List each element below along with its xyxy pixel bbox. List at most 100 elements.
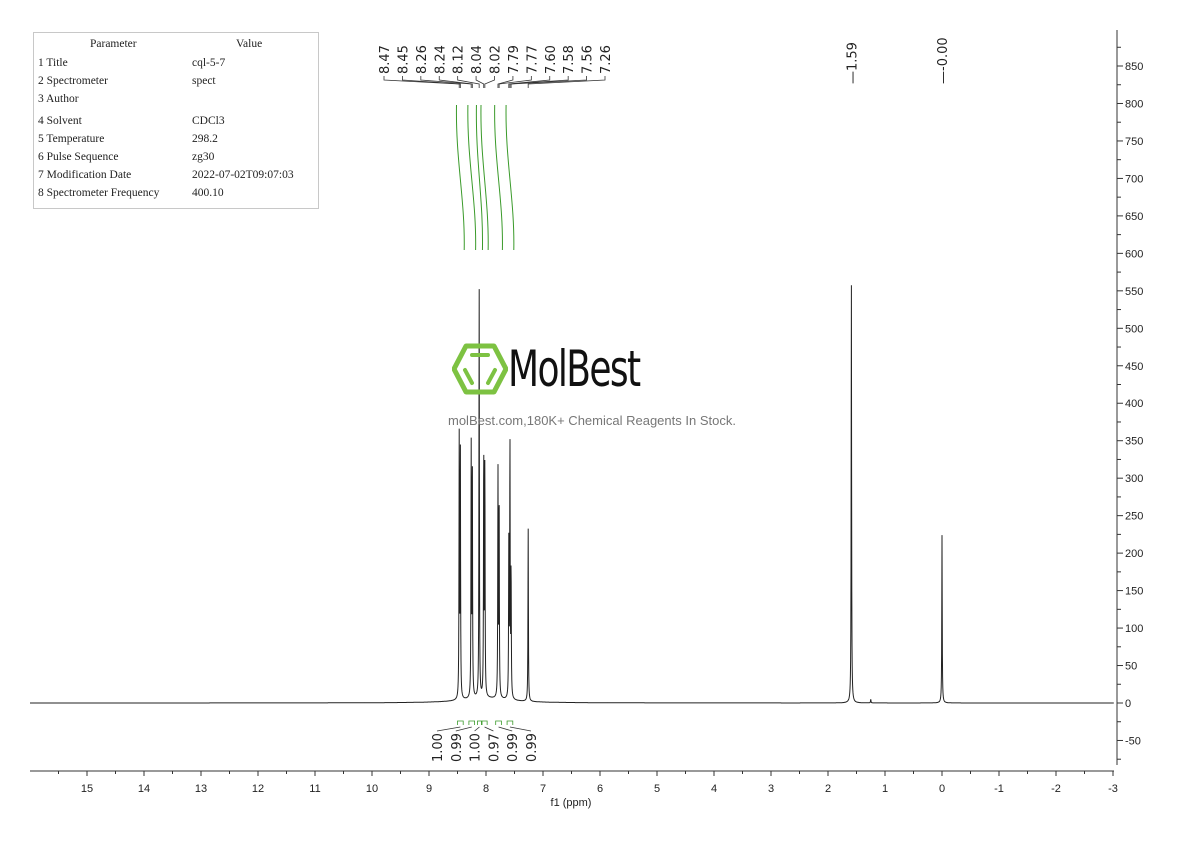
peak-label-leader bbox=[510, 76, 587, 88]
peak-label-leader bbox=[438, 76, 473, 88]
y-tick-label: 200 bbox=[1125, 548, 1143, 560]
y-tick-label: 250 bbox=[1125, 511, 1143, 523]
x-tick-label: -1 bbox=[994, 783, 1004, 795]
x-tick-label: 13 bbox=[195, 783, 207, 795]
x-tick-label: -3 bbox=[1108, 783, 1118, 795]
y-tick-label: 150 bbox=[1125, 586, 1143, 598]
y-tick-label: 500 bbox=[1125, 323, 1143, 335]
peak-label-leader bbox=[475, 76, 485, 88]
parameter-name: 4 Solvent bbox=[38, 115, 82, 127]
x-tick-label: 10 bbox=[366, 783, 378, 795]
integral-bracket bbox=[457, 720, 464, 725]
spectrum-line bbox=[30, 285, 1114, 704]
parameter-value: CDCl3 bbox=[192, 115, 225, 127]
parameter-name: 7 Modification Date bbox=[38, 169, 132, 181]
x-axis-label: f1 (ppm) bbox=[551, 797, 592, 809]
peak-label: 7.26 bbox=[599, 45, 614, 74]
x-tick-label: 12 bbox=[252, 783, 264, 795]
y-tick-label: 0 bbox=[1125, 698, 1131, 710]
x-axis: 15 14 13 12 11 10 9 8 7 6 5 4 3 2 1 0 -1 -2 -3 bbox=[30, 770, 1118, 795]
parameter-row: 8 Spectrometer Frequency 400.10 bbox=[38, 187, 318, 203]
peak-label: 7.60 bbox=[544, 45, 559, 74]
y-tick-label: 800 bbox=[1125, 98, 1143, 110]
integral-curve bbox=[467, 104, 477, 251]
parameter-value: zg30 bbox=[192, 151, 215, 163]
integral-bracket bbox=[468, 720, 475, 725]
peak-label-leader bbox=[484, 76, 495, 88]
integral-bracket bbox=[495, 720, 502, 725]
peak-label: 8.26 bbox=[415, 45, 430, 74]
parameter-row: 3 Author bbox=[38, 93, 318, 109]
peak-label-leader bbox=[527, 76, 606, 88]
peak-label-leader bbox=[509, 76, 569, 88]
parameter-value: 298.2 bbox=[192, 133, 218, 145]
y-tick-label: 700 bbox=[1125, 173, 1143, 185]
parameter-name: 1 Title bbox=[38, 57, 68, 69]
molbest-wordmark: MolBest bbox=[508, 340, 641, 398]
y-tick-label: -50 bbox=[1125, 735, 1141, 747]
integral-value: 0.99 bbox=[506, 733, 521, 762]
peak-label: 7.56 bbox=[581, 45, 596, 74]
y-tick-label: 450 bbox=[1125, 361, 1143, 373]
x-tick-label: 7 bbox=[540, 783, 546, 795]
peak-label: 8.47 bbox=[378, 45, 393, 74]
x-tick-label: 1 bbox=[882, 783, 888, 795]
x-tick-label: 9 bbox=[426, 783, 432, 795]
parameter-row: 4 Solvent CDCl3 bbox=[38, 115, 318, 131]
x-tick-label: 6 bbox=[597, 783, 603, 795]
y-tick-label: 100 bbox=[1125, 623, 1143, 635]
peak-label: 8.45 bbox=[396, 45, 411, 74]
parameter-row: 7 Modification Date 2022-07-02T09:07:03 bbox=[38, 169, 318, 185]
integral-curves bbox=[455, 104, 515, 251]
integral-value: 1.00 bbox=[469, 733, 484, 762]
peak-label: 7.79 bbox=[507, 45, 522, 74]
integral-leader bbox=[474, 726, 480, 732]
integral-curve bbox=[505, 104, 515, 251]
y-tick-label: 350 bbox=[1125, 436, 1143, 448]
parameter-value: spect bbox=[192, 75, 216, 87]
y-tick-label: 650 bbox=[1125, 211, 1143, 223]
parameter-row: 6 Pulse Sequence zg30 bbox=[38, 151, 318, 167]
x-tick-label: 3 bbox=[768, 783, 774, 795]
y-tick-label: 50 bbox=[1125, 661, 1137, 673]
peak-label: —-0.00 bbox=[936, 37, 951, 84]
parameter-value: 2022-07-02T09:07:03 bbox=[192, 169, 294, 181]
peak-label-leader bbox=[402, 76, 461, 88]
integral-value: 1.00 bbox=[431, 733, 446, 762]
x-tick-label: 8 bbox=[483, 783, 489, 795]
peak-label-leader bbox=[498, 76, 532, 88]
parameter-table: Parameter Value 1 Title cql-5-7 2 Spectrom… bbox=[33, 32, 319, 209]
integral-leader bbox=[498, 726, 513, 732]
parameter-row: 5 Temperature 298.2 bbox=[38, 133, 318, 149]
peak-label: 8.24 bbox=[433, 45, 448, 74]
parameter-name: 5 Temperature bbox=[38, 133, 105, 145]
x-tick-label: 5 bbox=[654, 783, 660, 795]
peak-label-leader bbox=[497, 76, 514, 88]
x-tick-label: 14 bbox=[138, 783, 150, 795]
parameter-name: 8 Spectrometer Frequency bbox=[38, 187, 160, 199]
peak-label: 7.58 bbox=[562, 45, 577, 74]
integral-bracket bbox=[506, 720, 514, 725]
y-tick-label: 600 bbox=[1125, 248, 1143, 260]
integral-curve bbox=[455, 104, 465, 251]
peak-label-leader bbox=[420, 76, 472, 88]
peak-label-leader bbox=[457, 76, 480, 88]
x-tick-label: 11 bbox=[309, 783, 320, 795]
peak-label: 7.77 bbox=[525, 45, 540, 74]
integral-leader bbox=[436, 726, 461, 732]
parameter-row: 2 Spectrometer spect bbox=[38, 75, 318, 91]
integral-value: 0.99 bbox=[525, 733, 540, 762]
integral-curve bbox=[494, 104, 503, 251]
x-tick-label: 2 bbox=[825, 783, 831, 795]
x-tick-label: 15 bbox=[81, 783, 93, 795]
integral-value: 0.99 bbox=[450, 733, 465, 762]
parameter-name: 3 Author bbox=[38, 93, 79, 105]
parameter-header: Parameter bbox=[90, 38, 137, 50]
integral-leader bbox=[484, 726, 494, 732]
y-tick-label: 850 bbox=[1125, 61, 1143, 73]
y-tick-label: 750 bbox=[1125, 136, 1143, 148]
value-header: Value bbox=[236, 38, 263, 50]
integral-curve bbox=[480, 104, 489, 251]
peak-label: 8.04 bbox=[470, 45, 485, 74]
